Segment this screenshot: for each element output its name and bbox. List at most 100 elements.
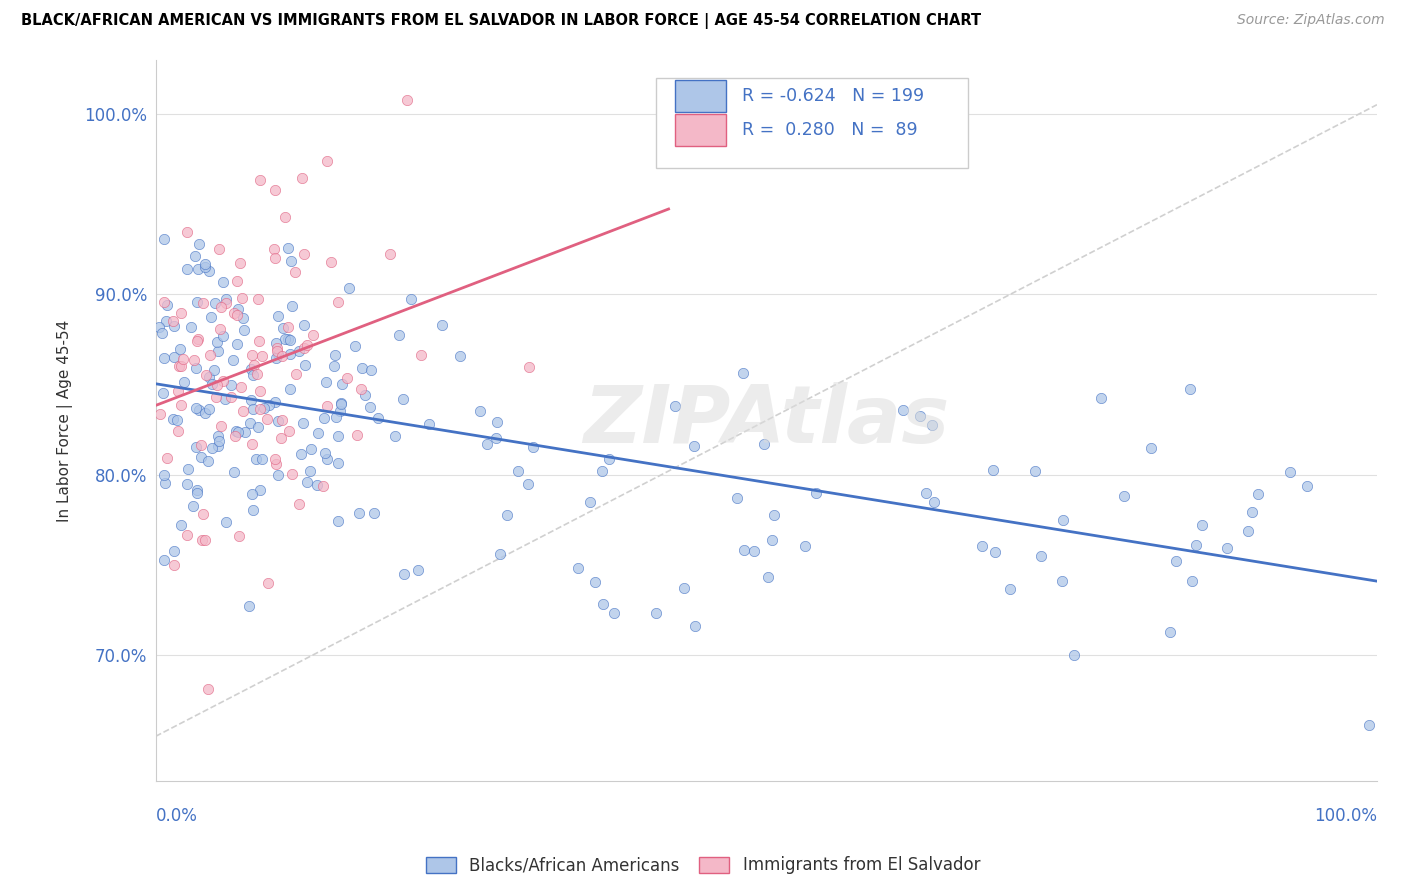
Point <box>325 348 347 362</box>
Point <box>249 483 271 497</box>
Point <box>485 431 508 445</box>
Point <box>664 399 686 413</box>
Point <box>200 310 222 325</box>
Point <box>163 558 186 573</box>
Point <box>307 425 329 440</box>
Point <box>245 451 267 466</box>
Point <box>232 310 254 325</box>
Point <box>516 476 538 491</box>
Point <box>166 384 188 398</box>
Point <box>312 411 335 425</box>
Point <box>1178 383 1201 397</box>
Point <box>250 349 273 363</box>
Point <box>253 401 276 415</box>
Point <box>186 486 208 500</box>
Point <box>191 533 214 548</box>
Point <box>194 368 217 383</box>
Point <box>264 252 287 266</box>
Point <box>266 351 288 365</box>
Point <box>316 451 339 466</box>
Point <box>1164 554 1187 568</box>
Point <box>302 328 325 343</box>
Point <box>329 396 352 410</box>
Point <box>384 428 406 442</box>
Point <box>256 411 278 425</box>
Point <box>1140 442 1163 456</box>
Point <box>468 404 491 418</box>
Point <box>149 408 172 422</box>
Point <box>198 264 221 278</box>
Point <box>280 253 302 268</box>
Point <box>221 390 243 404</box>
Point <box>315 375 337 389</box>
Point <box>266 341 288 355</box>
Point <box>194 406 217 420</box>
Point <box>756 570 779 584</box>
Point <box>150 326 173 341</box>
Point <box>186 483 208 497</box>
Point <box>290 448 312 462</box>
Point <box>267 309 290 323</box>
Point <box>506 464 529 478</box>
Point <box>347 506 370 520</box>
Point <box>271 349 294 363</box>
Point <box>249 401 271 416</box>
Point <box>280 346 302 360</box>
Point <box>177 462 200 476</box>
Text: 0.0%: 0.0% <box>156 806 197 825</box>
Point <box>226 425 249 439</box>
Point <box>394 566 416 581</box>
Point <box>744 544 766 558</box>
Point <box>346 427 368 442</box>
FancyBboxPatch shape <box>675 114 725 146</box>
Point <box>215 292 238 306</box>
Point <box>291 170 314 185</box>
Point <box>292 318 315 332</box>
Text: ZIPAtlas: ZIPAtlas <box>583 382 949 459</box>
Point <box>1024 464 1046 478</box>
Point <box>359 400 381 414</box>
Point <box>153 351 176 365</box>
Point <box>277 424 299 438</box>
Point <box>271 413 294 427</box>
Point <box>328 456 350 470</box>
Point <box>264 335 287 350</box>
Point <box>198 348 221 362</box>
Point <box>193 507 215 521</box>
Point <box>247 420 270 434</box>
Point <box>242 368 264 383</box>
Point <box>152 552 174 566</box>
Point <box>197 453 219 467</box>
Point <box>367 410 389 425</box>
Point <box>378 247 401 261</box>
Point <box>163 319 186 334</box>
Point <box>314 446 336 460</box>
Point <box>264 452 287 467</box>
Point <box>167 425 190 439</box>
Point <box>183 249 205 263</box>
Point <box>193 256 215 270</box>
Point <box>204 295 226 310</box>
Point <box>921 418 943 433</box>
Point <box>733 367 755 381</box>
Point <box>155 314 177 328</box>
Point <box>363 507 385 521</box>
Point <box>322 359 344 374</box>
Point <box>645 607 668 621</box>
Point <box>201 442 224 456</box>
Point <box>288 344 311 359</box>
Point <box>186 295 208 310</box>
Point <box>343 339 366 353</box>
Point <box>207 344 229 359</box>
Point <box>754 436 776 450</box>
Point <box>270 430 292 444</box>
Point <box>215 515 238 529</box>
Point <box>209 322 232 336</box>
Point <box>682 439 704 453</box>
Point <box>235 425 257 439</box>
Point <box>1159 624 1181 639</box>
Point <box>287 497 309 511</box>
Point <box>1191 518 1213 533</box>
Point <box>222 305 245 319</box>
Point <box>214 296 236 310</box>
